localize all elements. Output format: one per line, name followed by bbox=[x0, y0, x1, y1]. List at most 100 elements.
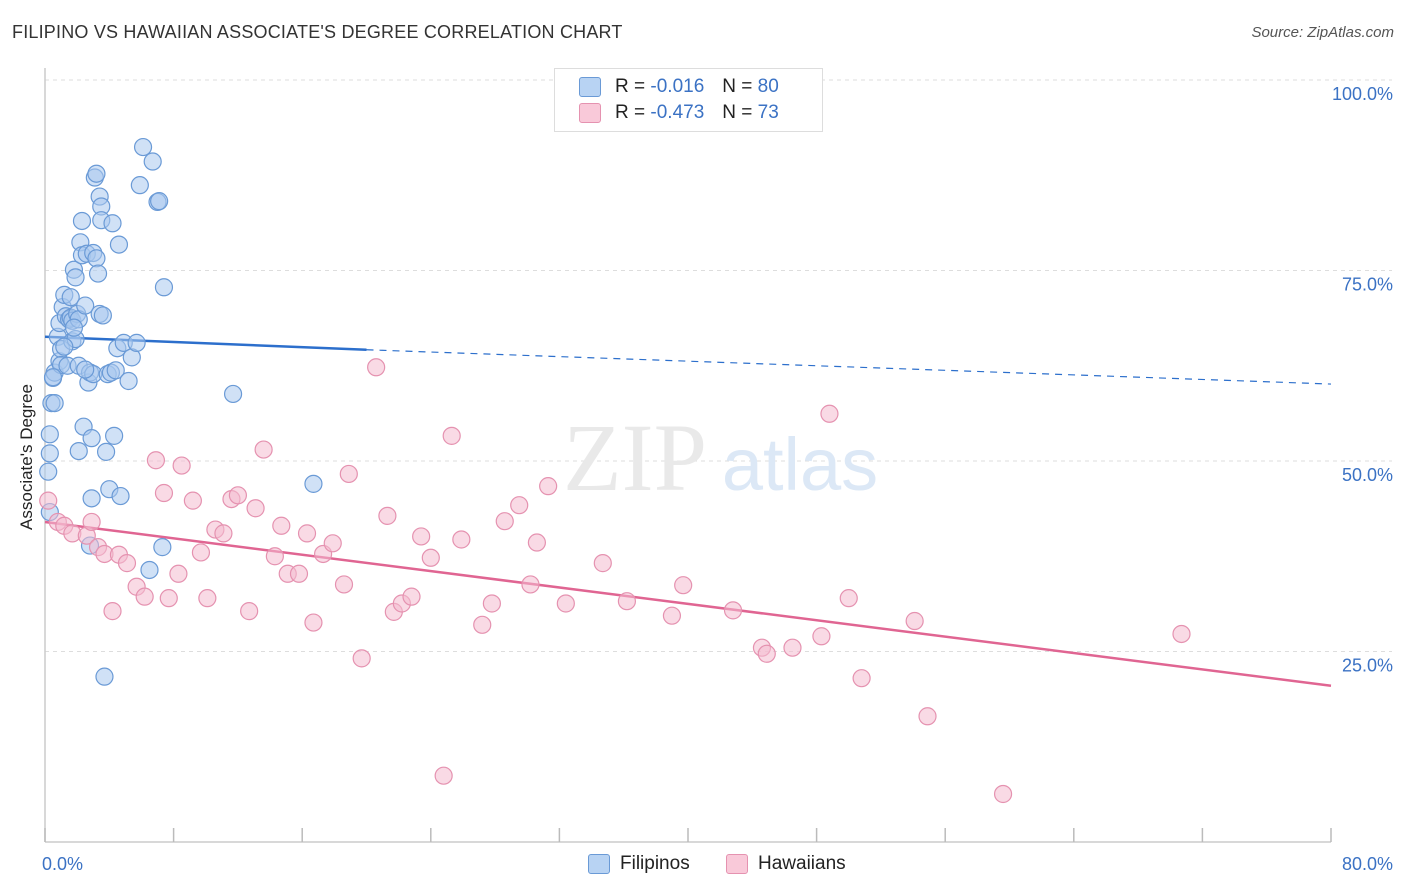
hawaiians-point bbox=[593, 554, 612, 573]
hawaiians-point bbox=[82, 512, 101, 532]
filipinos-point bbox=[143, 152, 162, 171]
filipinos-point bbox=[150, 192, 169, 211]
legend-filipinos[interactable]: Filipinos bbox=[588, 852, 690, 876]
filipinos-point bbox=[154, 278, 174, 297]
hawaiians-point bbox=[412, 527, 431, 546]
filipinos-point bbox=[140, 560, 159, 580]
r-value: -0.473 bbox=[650, 102, 705, 123]
hawaiians-trend-line bbox=[44, 520, 1332, 688]
filipinos-swatch bbox=[579, 77, 601, 97]
hawaiians-point bbox=[820, 404, 839, 423]
hawaiians-point bbox=[402, 587, 421, 606]
hawaiians-point bbox=[265, 547, 284, 566]
hawaiians-point bbox=[495, 512, 514, 531]
hawaiians-point bbox=[352, 649, 371, 668]
hawaiians-point bbox=[228, 486, 247, 505]
filipinos-point bbox=[45, 393, 64, 413]
r-value: -0.016 bbox=[650, 76, 705, 97]
gridlines bbox=[45, 79, 1392, 652]
hawaiians-point bbox=[214, 524, 233, 543]
x-tick-label: 80.0% bbox=[1342, 854, 1393, 874]
filipinos-point bbox=[87, 249, 106, 268]
hawaiians-point bbox=[198, 589, 217, 608]
watermark-atlas: atlas bbox=[722, 423, 878, 506]
filipinos-point bbox=[111, 486, 130, 506]
hawaiians-point bbox=[510, 496, 529, 515]
filipinos-point bbox=[72, 211, 92, 231]
watermark-zip: ZIP bbox=[563, 404, 707, 511]
hawaiians-point bbox=[334, 575, 354, 594]
hawaiians-point bbox=[473, 615, 492, 634]
hawaiians-swatch bbox=[579, 103, 601, 123]
hawaiians-point bbox=[442, 426, 461, 445]
hawaiians-point bbox=[304, 613, 323, 632]
hawaiians-point bbox=[452, 530, 471, 549]
watermark: ZIP atlas bbox=[563, 404, 878, 511]
legend-hawaiians[interactable]: Hawaiians bbox=[726, 852, 846, 876]
filipinos-point bbox=[87, 164, 106, 183]
hawaiians-point bbox=[323, 534, 342, 553]
source-credit: Source: ZipAtlas.com bbox=[1251, 24, 1394, 41]
filipinos-point bbox=[64, 318, 84, 337]
hawaiians-point bbox=[1172, 624, 1191, 644]
hawaiians-point bbox=[482, 594, 501, 613]
hawaiians-point bbox=[539, 477, 558, 496]
hawaiians-point bbox=[191, 543, 211, 562]
y-tick-label: 50.0% bbox=[1342, 465, 1393, 485]
x-tick-label: 0.0% bbox=[42, 854, 83, 874]
legend-label-hawaiians: Hawaiians bbox=[758, 853, 846, 874]
hawaiians-point bbox=[135, 587, 154, 606]
hawaiians-point bbox=[674, 576, 693, 595]
hawaiians-point bbox=[154, 483, 174, 503]
hawaiians-point bbox=[421, 548, 440, 567]
n-value: 80 bbox=[757, 76, 779, 97]
legend-label-filipinos: Filipinos bbox=[620, 853, 690, 874]
filipinos-point bbox=[69, 441, 88, 461]
filipinos-point bbox=[119, 371, 138, 391]
filipinos-trend-line bbox=[44, 335, 367, 351]
hawaiians-point bbox=[183, 491, 202, 510]
n-value: 73 bbox=[757, 102, 779, 123]
hawaiians-point bbox=[367, 358, 386, 377]
legend-row-filipinos: R = -0.016 N = 80 bbox=[579, 75, 779, 99]
filipinos-point bbox=[76, 296, 95, 315]
filipinos-point bbox=[103, 214, 122, 233]
hawaiians-point bbox=[289, 564, 309, 583]
filipinos-point bbox=[304, 474, 323, 493]
filipinos-point bbox=[106, 361, 125, 380]
r-label: R = bbox=[615, 76, 646, 97]
hawaiians-point bbox=[172, 456, 191, 475]
filipinos-point bbox=[127, 333, 146, 352]
hawaiians-point bbox=[434, 766, 453, 785]
hawaiians-point bbox=[905, 611, 924, 631]
filipinos-point bbox=[66, 268, 85, 287]
hawaiians-point bbox=[521, 575, 540, 594]
filipinos-point bbox=[43, 368, 63, 387]
n-label: N = bbox=[722, 76, 753, 97]
hawaiians-point bbox=[297, 524, 317, 543]
hawaiians-point bbox=[839, 589, 858, 608]
tick-labels: 25.0% 50.0% 75.0% 100.0% 0.0% 80.0% bbox=[42, 84, 1393, 874]
hawaiians-point bbox=[146, 451, 166, 470]
filipinos-point bbox=[88, 264, 108, 283]
filipinos-point bbox=[223, 384, 243, 404]
hawaiians-point bbox=[117, 554, 137, 573]
hawaiians-point bbox=[723, 601, 743, 620]
filipinos-points bbox=[39, 137, 323, 686]
hawaiians-point bbox=[556, 594, 575, 613]
filipinos-point bbox=[55, 337, 74, 356]
hawaiians-point bbox=[159, 589, 178, 608]
filipinos-point bbox=[133, 137, 153, 157]
filipinos-point bbox=[105, 426, 124, 445]
hawaiians-point bbox=[918, 707, 937, 726]
chart-title: FILIPINO VS HAWAIIAN ASSOCIATE'S DEGREE … bbox=[12, 22, 623, 42]
y-tick-label: 100.0% bbox=[1332, 84, 1393, 104]
trend-lines bbox=[44, 335, 1332, 688]
filipinos-point bbox=[109, 235, 129, 254]
filipinos-point bbox=[40, 444, 59, 463]
hawaiians-point bbox=[254, 440, 273, 459]
filipinos-point bbox=[96, 442, 116, 461]
hawaiians-point bbox=[103, 602, 122, 621]
hawaiians-point bbox=[617, 592, 637, 611]
